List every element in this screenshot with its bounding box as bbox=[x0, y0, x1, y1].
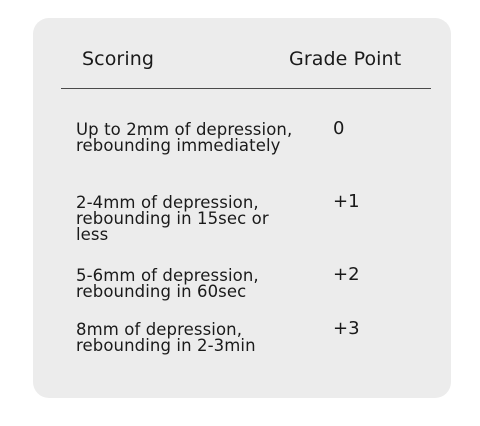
table-header: Scoring Grade Point bbox=[33, 18, 451, 88]
row-description: Up to 2mm of depression, rebounding imme… bbox=[76, 120, 293, 155]
grade-point-column-header: Grade Point bbox=[289, 48, 402, 70]
row-description: 5-6mm of depression, rebounding in 60sec bbox=[76, 266, 259, 301]
scoring-card: Scoring Grade Point Up to 2mm of depress… bbox=[33, 18, 451, 398]
header-divider bbox=[61, 88, 431, 89]
row-description: 8mm of depression, rebounding in 2-3min bbox=[76, 320, 256, 355]
row-grade: 0 bbox=[333, 118, 345, 139]
scoring-column-header: Scoring bbox=[82, 48, 155, 70]
row-grade: +3 bbox=[333, 318, 360, 339]
row-description: 2-4mm of depression, rebounding in 15sec… bbox=[76, 193, 269, 244]
row-grade: +2 bbox=[333, 264, 360, 285]
row-grade: +1 bbox=[333, 191, 360, 212]
